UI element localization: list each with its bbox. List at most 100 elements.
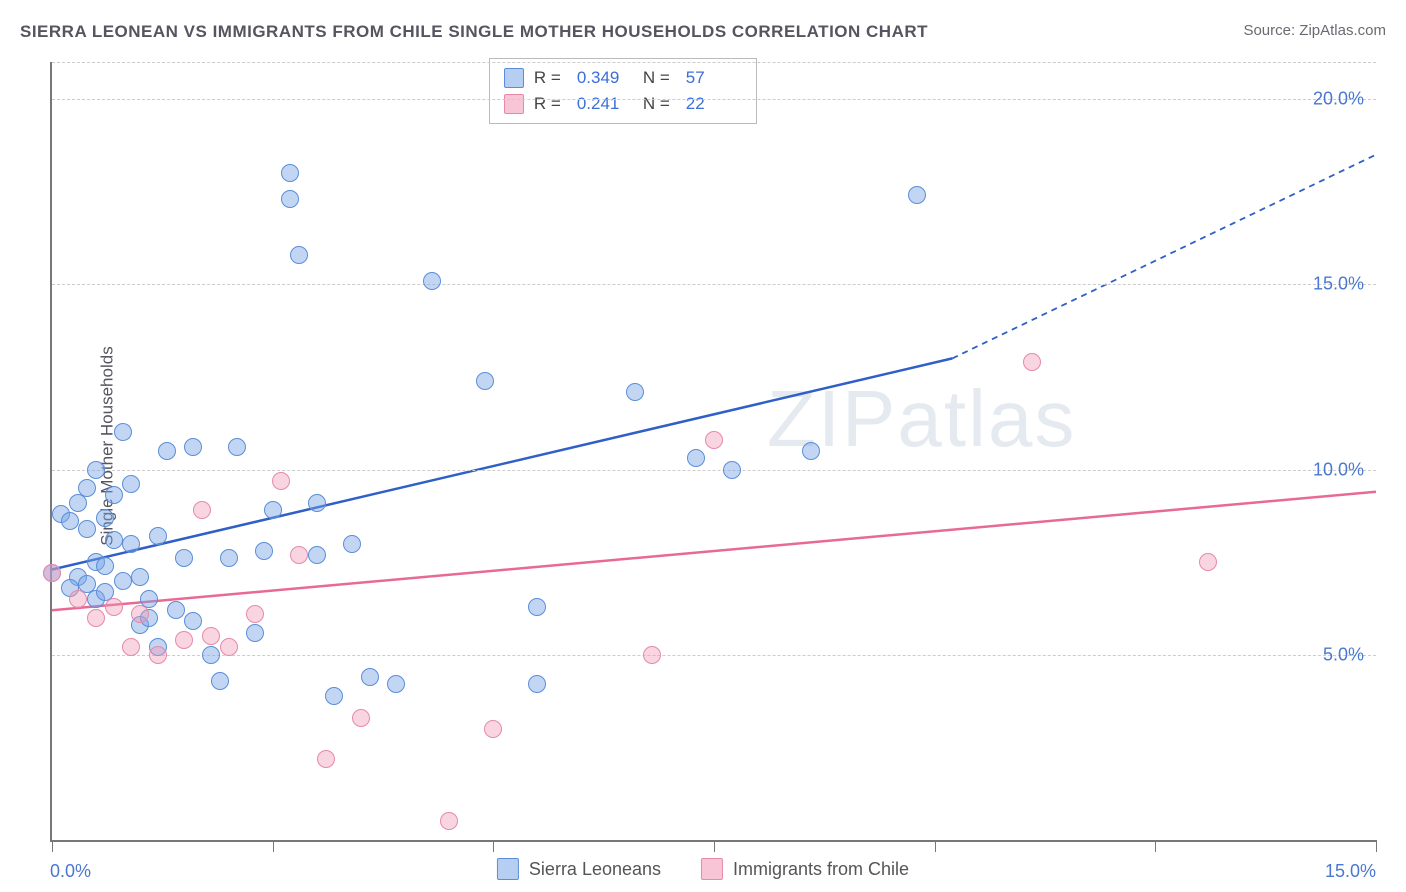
series-legend: Sierra Leoneans Immigrants from Chile — [497, 858, 909, 880]
data-point — [264, 501, 282, 519]
data-point — [184, 612, 202, 630]
data-point — [87, 461, 105, 479]
data-point — [96, 557, 114, 575]
data-point — [308, 494, 326, 512]
data-point — [167, 601, 185, 619]
x-tick-label-max: 15.0% — [1325, 861, 1376, 882]
data-point — [114, 572, 132, 590]
data-point — [387, 675, 405, 693]
r-label: R = — [534, 68, 561, 88]
legend-swatch-pink — [701, 858, 723, 880]
legend-label-blue: Sierra Leoneans — [529, 859, 661, 880]
data-point — [255, 542, 273, 560]
data-point — [61, 512, 79, 530]
data-point — [440, 812, 458, 830]
chart-container: SIERRA LEONEAN VS IMMIGRANTS FROM CHILE … — [0, 0, 1406, 892]
legend-row: R = 0.349 N = 57 — [504, 65, 742, 91]
data-point — [626, 383, 644, 401]
x-tick — [935, 840, 936, 852]
legend-swatch — [504, 68, 524, 88]
data-point — [423, 272, 441, 290]
data-point — [105, 486, 123, 504]
data-point — [131, 568, 149, 586]
data-point — [105, 598, 123, 616]
x-tick — [1376, 840, 1377, 852]
x-tick — [493, 840, 494, 852]
data-point — [705, 431, 723, 449]
data-point — [149, 527, 167, 545]
data-point — [202, 627, 220, 645]
data-point — [643, 646, 661, 664]
x-tick — [1155, 840, 1156, 852]
data-point — [343, 535, 361, 553]
data-point — [1199, 553, 1217, 571]
legend-item-pink: Immigrants from Chile — [701, 858, 909, 880]
data-point — [317, 750, 335, 768]
data-point — [281, 190, 299, 208]
data-point — [122, 535, 140, 553]
data-point — [175, 549, 193, 567]
source-label: Source: ZipAtlas.com — [1243, 22, 1386, 39]
x-tick — [52, 840, 53, 852]
gridline — [52, 99, 1376, 100]
data-point — [528, 675, 546, 693]
gridline — [52, 62, 1376, 63]
trend-line-extension — [952, 155, 1376, 359]
gridline — [52, 470, 1376, 471]
r-value: 0.349 — [577, 68, 633, 88]
correlation-legend: R = 0.349 N = 57 R = 0.241 N = 22 — [489, 58, 757, 124]
trend-line — [52, 358, 952, 569]
gridline — [52, 655, 1376, 656]
legend-swatch-blue — [497, 858, 519, 880]
data-point — [528, 598, 546, 616]
chart-title: SIERRA LEONEAN VS IMMIGRANTS FROM CHILE … — [20, 22, 928, 42]
data-point — [220, 638, 238, 656]
y-tick-label: 15.0% — [1313, 274, 1364, 295]
data-point — [69, 590, 87, 608]
data-point — [184, 438, 202, 456]
n-value: 57 — [686, 68, 742, 88]
data-point — [122, 638, 140, 656]
data-point — [228, 438, 246, 456]
data-point — [908, 186, 926, 204]
data-point — [175, 631, 193, 649]
data-point — [114, 423, 132, 441]
data-point — [281, 164, 299, 182]
legend-item-blue: Sierra Leoneans — [497, 858, 661, 880]
data-point — [202, 646, 220, 664]
legend-swatch — [504, 94, 524, 114]
gridline — [52, 284, 1376, 285]
data-point — [193, 501, 211, 519]
data-point — [149, 646, 167, 664]
x-tick — [714, 840, 715, 852]
data-point — [78, 520, 96, 538]
data-point — [352, 709, 370, 727]
r-label: R = — [534, 94, 561, 114]
data-point — [122, 475, 140, 493]
data-point — [723, 461, 741, 479]
data-point — [43, 564, 61, 582]
data-point — [220, 549, 238, 567]
y-tick-label: 5.0% — [1323, 644, 1364, 665]
legend-row: R = 0.241 N = 22 — [504, 91, 742, 117]
data-point — [87, 609, 105, 627]
y-tick-label: 20.0% — [1313, 89, 1364, 110]
data-point — [158, 442, 176, 460]
data-point — [78, 479, 96, 497]
data-point — [105, 531, 123, 549]
data-point — [131, 605, 149, 623]
x-tick-label-min: 0.0% — [50, 861, 91, 882]
data-point — [96, 509, 114, 527]
data-point — [484, 720, 502, 738]
data-point — [325, 687, 343, 705]
y-tick-label: 10.0% — [1313, 459, 1364, 480]
n-label: N = — [643, 68, 670, 88]
data-point — [211, 672, 229, 690]
data-point — [802, 442, 820, 460]
plot-area: ZIPatlas R = 0.349 N = 57 R = 0.241 N = … — [50, 62, 1376, 842]
data-point — [1023, 353, 1041, 371]
data-point — [308, 546, 326, 564]
trend-line — [52, 492, 1376, 611]
data-point — [290, 246, 308, 264]
trend-lines-svg — [52, 62, 1376, 840]
